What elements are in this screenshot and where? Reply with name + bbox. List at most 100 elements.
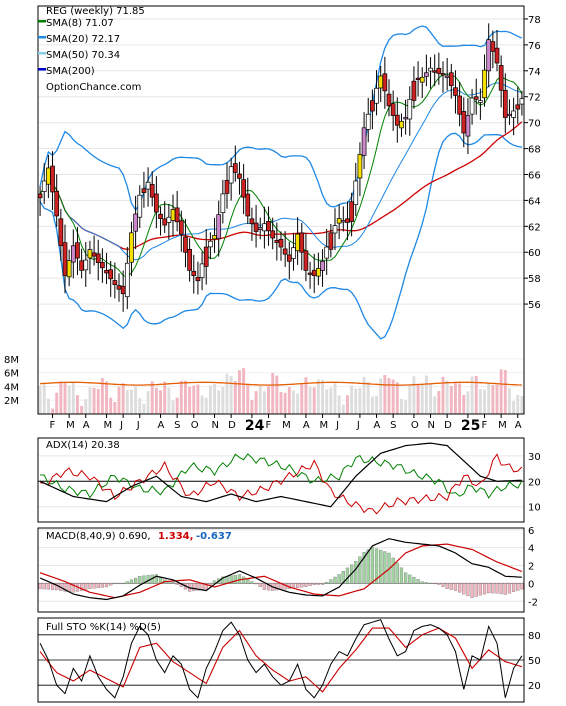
candle-body <box>54 190 60 217</box>
volume-bar <box>184 380 187 414</box>
candle-body <box>174 207 180 223</box>
volume-bar <box>312 387 316 414</box>
volume-bar <box>188 386 192 414</box>
volume-bar <box>449 385 453 414</box>
volume-bar <box>117 386 121 414</box>
volume-bar <box>159 390 162 414</box>
candle-body <box>37 193 43 199</box>
volume-tick-label: 2M <box>4 396 19 407</box>
x-axis-label: D <box>444 420 452 431</box>
macd-label: MACD(8,40,9) 0.690, <box>46 531 151 542</box>
volume-bar <box>354 388 358 414</box>
volume-bar <box>329 387 333 414</box>
adx-tick-label: 10 <box>528 503 541 514</box>
volume-bar <box>508 388 511 414</box>
candle-body <box>486 39 492 72</box>
lower-band-line <box>39 132 522 340</box>
volume-bar <box>478 389 482 414</box>
x-axis-label: M <box>498 420 507 431</box>
volume-bar <box>130 389 133 414</box>
volume-bar <box>308 386 312 414</box>
volume-bar <box>503 369 507 414</box>
candle-body <box>199 263 205 278</box>
sto-tick-label: 50 <box>528 656 541 667</box>
candle-body <box>104 269 109 274</box>
volume-bar <box>233 381 237 414</box>
volume-bar <box>325 389 329 414</box>
volume-bar <box>474 375 478 414</box>
candle-body <box>208 240 213 248</box>
candle-body <box>328 232 334 250</box>
x-axis-label: J <box>119 420 123 431</box>
macd-histogram-bar <box>495 583 499 594</box>
volume-bar <box>512 401 516 414</box>
candle-body <box>419 76 425 83</box>
volume-bar <box>433 396 437 414</box>
candle-body <box>399 120 404 129</box>
sto-k-line <box>39 619 523 699</box>
macd-histogram-bar <box>466 583 470 597</box>
candle-body <box>316 268 321 277</box>
macd-line <box>39 538 522 601</box>
macd-tick-label: -2 <box>528 597 538 608</box>
candle-body <box>212 235 217 240</box>
adx-label: ADX(14) 20.38 <box>46 440 120 451</box>
volume-bar <box>229 376 233 414</box>
x-axis-label: M <box>282 420 291 431</box>
candle-body <box>41 180 47 192</box>
volume-bar <box>358 387 362 414</box>
candle-body <box>162 218 168 226</box>
candle-body <box>311 269 317 276</box>
candle-body <box>129 232 134 263</box>
candle-body <box>324 246 330 259</box>
volume-bar <box>271 373 275 414</box>
macd-histogram-bar <box>503 583 507 595</box>
volume-bar <box>267 386 270 414</box>
macd-histogram-bar <box>445 583 449 589</box>
candle-body <box>257 227 263 230</box>
candle-body <box>291 247 296 259</box>
macd-histogram-bar <box>246 579 250 584</box>
macd-histogram-bar <box>341 571 345 584</box>
macd-panel: 6 4 2 0 -2 <box>37 526 538 613</box>
macd-histogram-bar <box>71 583 75 593</box>
macd-histogram-bar <box>204 583 208 590</box>
macd-histogram-bar <box>416 579 420 584</box>
macd-histogram-bar <box>374 548 379 584</box>
x-axis-label: F <box>266 420 272 431</box>
volume-bar <box>254 391 258 414</box>
volume-tick-label: 4M <box>4 382 19 393</box>
candle-body <box>149 184 155 198</box>
volume-bar <box>279 392 283 414</box>
adx-frame <box>37 437 525 523</box>
candle-body <box>274 240 280 243</box>
candle-body <box>295 233 300 252</box>
volume-bar <box>416 383 420 414</box>
price-tick-label: 74 <box>528 67 541 78</box>
candle-body <box>473 96 479 100</box>
macd-histogram-bar <box>441 583 445 587</box>
volume-bar <box>275 375 279 414</box>
macd-histogram-bar <box>242 576 246 584</box>
volume-bar <box>134 386 138 414</box>
candle-body <box>432 70 438 73</box>
volume-bar <box>138 398 142 414</box>
volume-bar <box>466 391 470 414</box>
volume-bar <box>109 397 113 414</box>
price-tick-label: 56 <box>528 300 541 311</box>
x-axis-label: J <box>335 420 339 431</box>
candle-body <box>482 69 487 99</box>
plus-di-line <box>40 453 523 499</box>
macd-histogram-bar <box>499 583 503 595</box>
volume-bar <box>262 391 266 414</box>
candle-body <box>79 260 84 271</box>
volume-bar <box>408 384 412 414</box>
candle-body <box>70 245 76 263</box>
candle-body <box>345 218 350 223</box>
candle-body <box>424 72 429 77</box>
macd-histogram-bar <box>424 582 428 584</box>
macd-histogram-bar <box>516 583 520 591</box>
macd-histogram-bar <box>129 579 134 584</box>
volume-bar <box>499 369 503 414</box>
